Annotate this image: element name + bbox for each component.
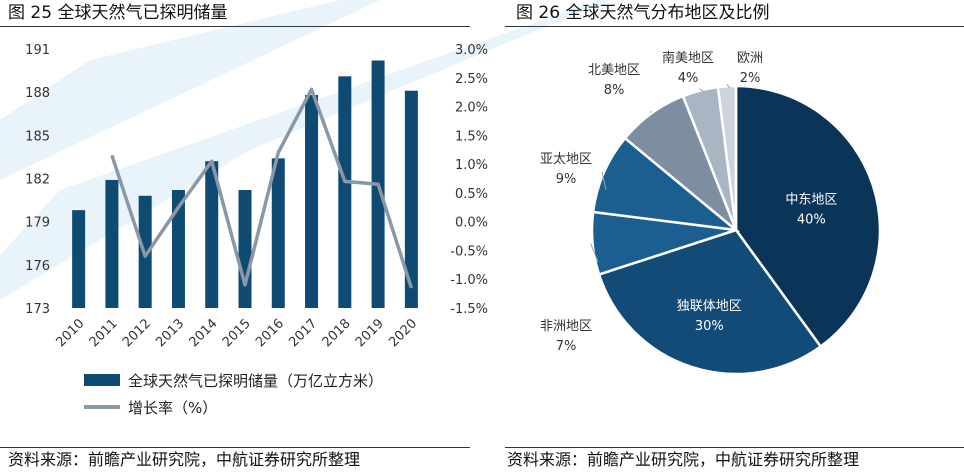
pie-slice-label: 非洲地区 — [540, 319, 592, 334]
reserve-bar — [404, 90, 418, 308]
pie-slice-percent: 4% — [678, 71, 699, 86]
reserve-bar — [338, 76, 352, 308]
reserve-bar — [105, 179, 119, 308]
reserve-bar — [72, 210, 86, 308]
pie-slice-label: 南美地区 — [662, 50, 714, 66]
left-bottom-rule — [0, 447, 470, 448]
left-axis-tick-label: 176 — [25, 259, 50, 274]
growth-rate-point — [311, 88, 313, 90]
bar-chart-title: 图 25 全球天然气已探明储量 — [8, 3, 228, 23]
pie-slice-label: 北美地区 — [588, 63, 640, 78]
x-axis-tick-label: 2018 — [320, 316, 354, 350]
right-axis-tick-label: 0.0% — [455, 216, 488, 231]
growth-rate-point — [277, 152, 279, 154]
right-axis-tick-label: 2.0% — [455, 101, 488, 116]
pie-leader-line — [726, 83, 731, 89]
pie-chart-title: 图 26 全球天然气分布地区及比例 — [516, 3, 770, 23]
right-axis-tick-label: 0.5% — [455, 187, 488, 202]
left-axis-tick-label: 188 — [25, 86, 50, 101]
x-axis-tick-label: 2012 — [120, 316, 154, 350]
pie-leader-line — [601, 171, 607, 191]
pie-slice — [591, 136, 741, 232]
legend-bar-label: 全球天然气已探明储量（万亿立方米） — [128, 372, 383, 390]
pie-slice-percent: 9% — [556, 172, 577, 187]
avic-watermark — [0, 0, 610, 300]
right-axis-tick-label: -1.0% — [450, 273, 488, 288]
x-axis-tick-label: 2010 — [53, 316, 87, 350]
x-axis-tick-label: 2015 — [220, 316, 254, 350]
right-axis-tick-label: 1.5% — [455, 129, 488, 144]
growth-rate-point — [177, 206, 179, 208]
pie-slice-label: 独联体地区 — [677, 299, 742, 314]
pie-slice — [597, 228, 823, 376]
pie-slice-label: 欧洲 — [737, 51, 763, 66]
pie-slice-percent: 40% — [797, 213, 826, 228]
growth-rate-point — [344, 180, 346, 182]
right-bottom-rule — [505, 447, 964, 448]
left-axis-tick-label: 179 — [25, 216, 50, 231]
left-axis-tick-label: 182 — [25, 173, 50, 188]
pie-slice — [734, 84, 882, 349]
x-axis-tick-label: 2017 — [286, 316, 320, 350]
pie-slice — [716, 84, 738, 231]
pie-slice-label: 亚太地区 — [540, 152, 592, 167]
growth-rate-point — [211, 160, 213, 162]
pie-chart-source: 资料来源：前瞻产业研究院，中航证券研究所整理 — [507, 450, 860, 469]
reserve-bar — [171, 190, 185, 308]
x-axis-tick-label: 2020 — [386, 316, 420, 350]
bar-chart-source: 资料来源：前瞻产业研究院，中航证券研究所整理 — [8, 450, 361, 469]
right-axis-tick-label: 3.0% — [455, 43, 488, 58]
growth-rate-point — [111, 154, 113, 156]
left-top-rule — [0, 26, 470, 27]
x-axis-tick-label: 2013 — [153, 316, 187, 350]
legend-line-label: 增长率（%） — [128, 399, 217, 417]
pie-slice-percent: 7% — [556, 339, 577, 354]
x-axis-tick-label: 2019 — [353, 316, 387, 350]
right-axis-tick-label: -0.5% — [450, 244, 488, 259]
x-axis-tick-label: 2014 — [187, 316, 221, 350]
pie-slice-percent: 8% — [604, 83, 625, 98]
pie-slice-percent: 2% — [740, 71, 761, 86]
pie-leader-line — [699, 88, 705, 93]
legend-bar-swatch — [84, 374, 120, 386]
left-axis-tick-label: 173 — [25, 302, 50, 317]
reserve-bar — [305, 95, 319, 309]
reserve-bar — [238, 190, 252, 308]
reserve-bar — [271, 158, 285, 308]
growth-rate-point — [410, 287, 412, 289]
growth-rate-line — [110, 87, 414, 289]
x-axis-tick-label: 2011 — [87, 316, 121, 350]
right-top-rule — [505, 26, 964, 27]
left-axis-tick-label: 191 — [25, 43, 50, 58]
growth-rate-point — [144, 255, 146, 257]
right-axis-tick-label: -1.5% — [450, 302, 488, 317]
growth-rate-point — [377, 183, 379, 185]
growth-rate-point — [244, 284, 246, 286]
pie-leader-line — [590, 243, 599, 263]
pie-slice-label: 中东地区 — [785, 193, 837, 208]
x-axis-tick-label: 2016 — [253, 316, 287, 350]
reserve-bar — [205, 161, 219, 308]
left-axis-tick-label: 185 — [25, 129, 50, 144]
pie-chart: 中东地区 40% 独联体地区 30% 非洲地区 7% 亚太地区 9% 北美地区 8% 南美地区 4% 欧… — [540, 50, 882, 376]
right-axis-tick-label: 1.0% — [455, 158, 488, 173]
right-axis-tick-label: 2.5% — [455, 72, 488, 87]
pie-slice-percent: 30% — [695, 319, 724, 334]
